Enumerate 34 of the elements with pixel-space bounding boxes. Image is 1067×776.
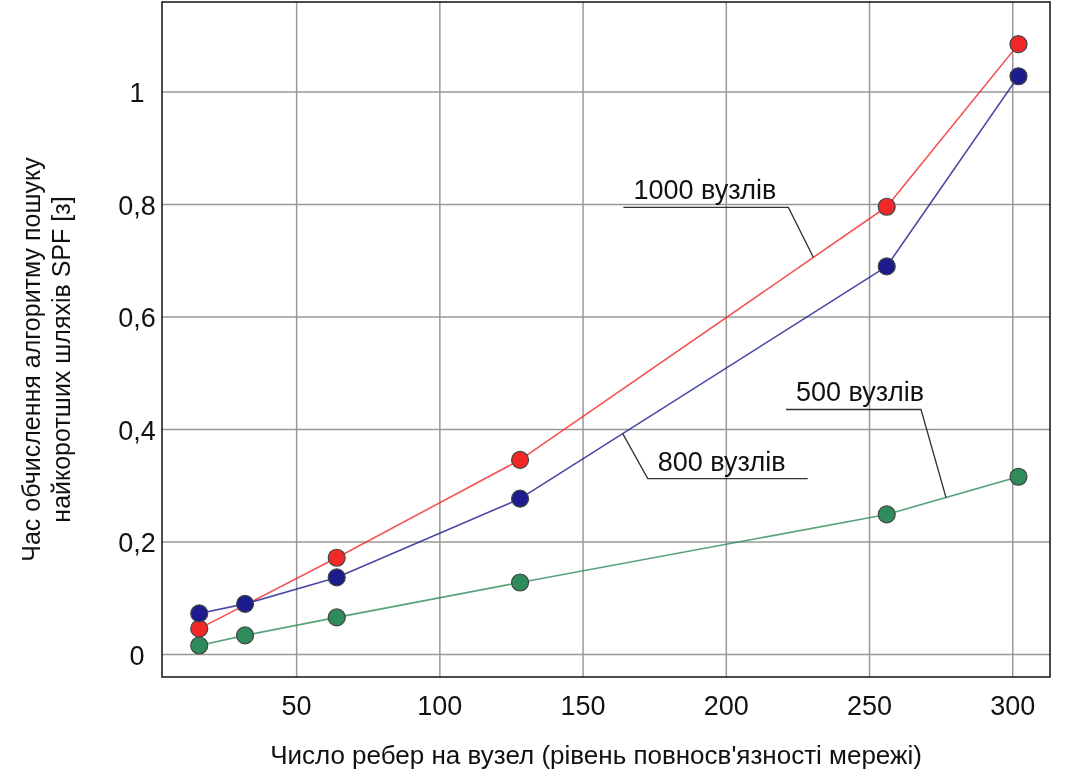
point [190,619,209,638]
point [1009,67,1028,86]
y-axis-title: Час обчислення алгоритму пошуку найкоротших шляхів SPF [з] [17,156,75,562]
point [1009,35,1028,54]
point [877,505,896,524]
y-tick-label: 0,6 [118,303,156,333]
y-tick-label: 0,8 [118,190,156,221]
point [510,489,530,508]
point [235,626,255,645]
point [190,604,209,623]
y-tick-label: 0,2 [118,528,156,558]
point [510,573,530,592]
point [877,197,896,216]
point [327,568,346,587]
point [1009,467,1028,486]
x-tick-label: 300 [990,691,1036,721]
point [510,450,530,469]
point [327,548,346,567]
x-tick-label: 250 [847,691,893,721]
point [235,594,255,613]
x-tick-label: 150 [560,691,606,721]
point [877,257,896,276]
x-tick-label: 200 [703,691,749,721]
point [190,636,209,655]
series-label: 800 вузлів [657,446,786,477]
x-tick-label: 100 [417,691,463,721]
x-tick-label: 50 [281,691,312,721]
y-tick-label: 1 [129,78,145,108]
point [327,608,346,627]
text: 1000 вузлів [633,175,777,206]
y-tick-label: 0,4 [118,415,156,446]
text: 500 вузлів [796,377,924,408]
y-tick-label: 0 [129,640,145,671]
x-axis-title: Число ребер на вузел (рівень повносв'язності мережі) [270,740,922,770]
